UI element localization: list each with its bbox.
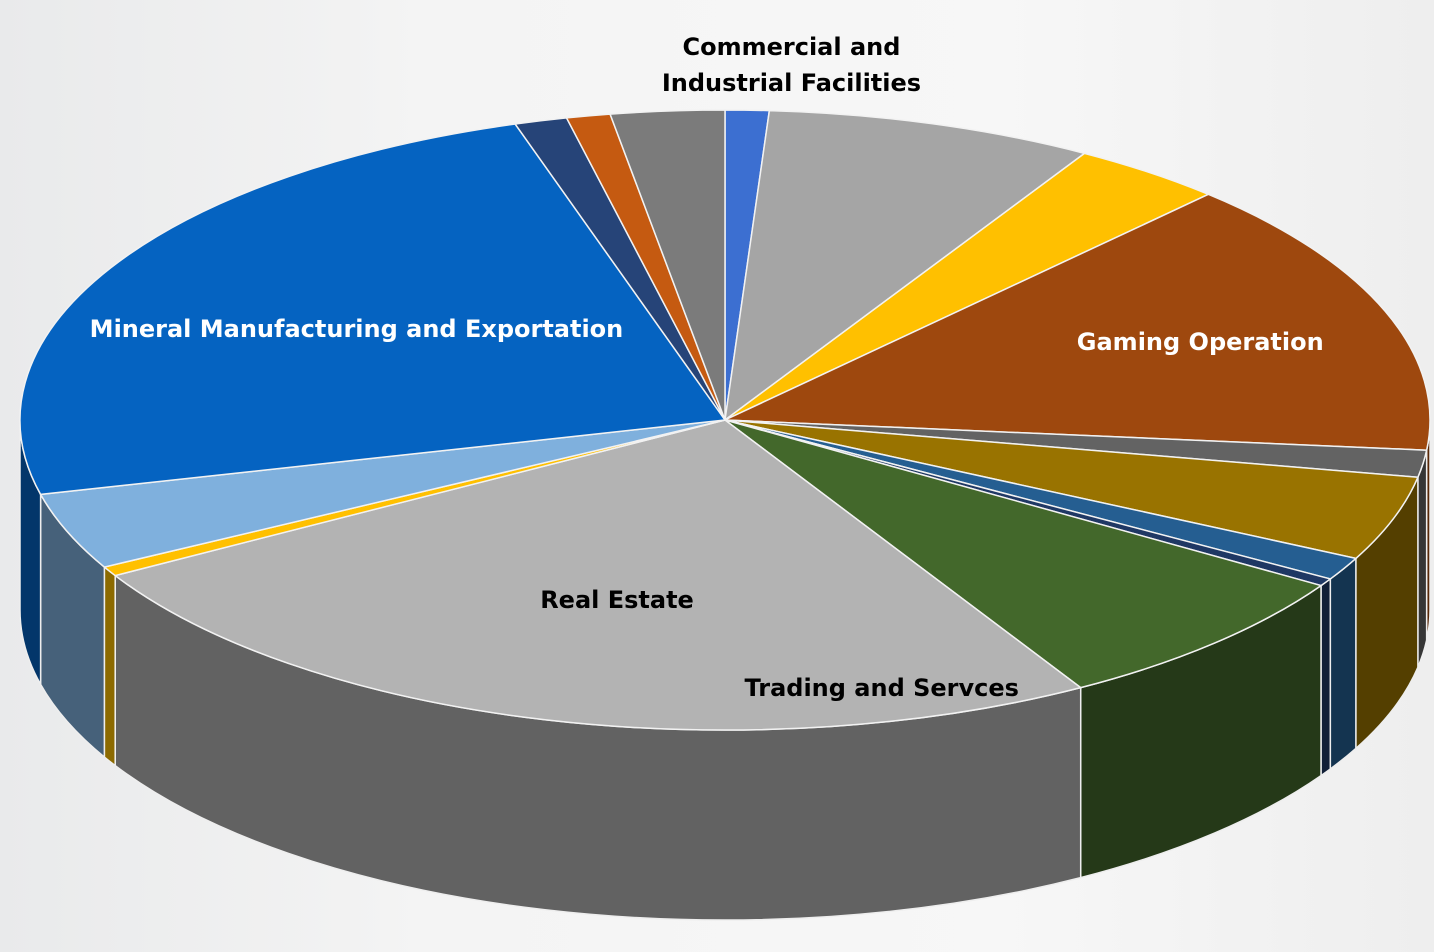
slice bbox=[724, 109, 1087, 422]
slice-side bbox=[103, 565, 116, 768]
slice-label: Gaming Operation bbox=[1076, 327, 1324, 356]
slice-label: Real Estate bbox=[540, 585, 694, 614]
slice bbox=[39, 419, 726, 568]
slice bbox=[724, 193, 1431, 451]
slice-side bbox=[1320, 577, 1332, 778]
slice-label: Trading and Servces bbox=[744, 673, 1019, 702]
slice bbox=[724, 419, 1419, 560]
slice bbox=[19, 123, 727, 496]
slice-label: Commercial and Industrial Facilities bbox=[661, 32, 922, 97]
slice bbox=[609, 109, 726, 421]
slice-side bbox=[1417, 450, 1428, 668]
slice-side bbox=[1329, 556, 1357, 771]
slice bbox=[724, 419, 1323, 689]
slice-label: Mineral Manufacturing and Exportation bbox=[89, 314, 624, 343]
slice bbox=[113, 419, 1083, 731]
